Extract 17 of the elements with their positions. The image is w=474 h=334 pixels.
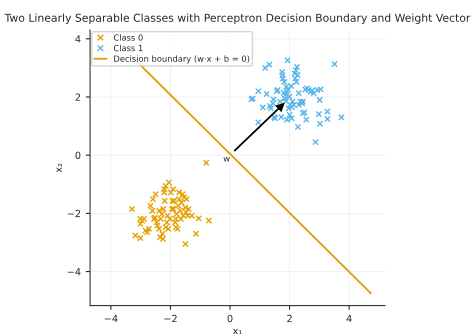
y-tick-label: 4 — [75, 35, 80, 42]
y-tick-label: 0 — [75, 152, 80, 160]
legend-label: Class 1 — [114, 44, 142, 52]
x-tick-label: 0 — [228, 314, 232, 322]
y-tick-label: −4 — [68, 268, 80, 276]
annotation: w — [224, 156, 230, 162]
x-tick-label: −4 — [104, 314, 118, 322]
x-tick-label: −2 — [164, 314, 177, 322]
x-tick-label: 2 — [287, 314, 292, 322]
legend-label: Class 0 — [114, 34, 143, 41]
chart-title: Two Linearly Separable Classes with Perceptron Decision Boundary and Weight Vector — [4, 13, 470, 24]
y-tick-label: 2 — [76, 93, 80, 101]
x-axis-title: x₁ — [232, 328, 242, 334]
y-tick-label: −2 — [68, 210, 80, 218]
x-tick-label: 4 — [346, 314, 352, 322]
legend-label: Decision boundary (w·x + b = 0) — [114, 55, 250, 64]
y-axis-title: x₂ — [56, 164, 62, 172]
